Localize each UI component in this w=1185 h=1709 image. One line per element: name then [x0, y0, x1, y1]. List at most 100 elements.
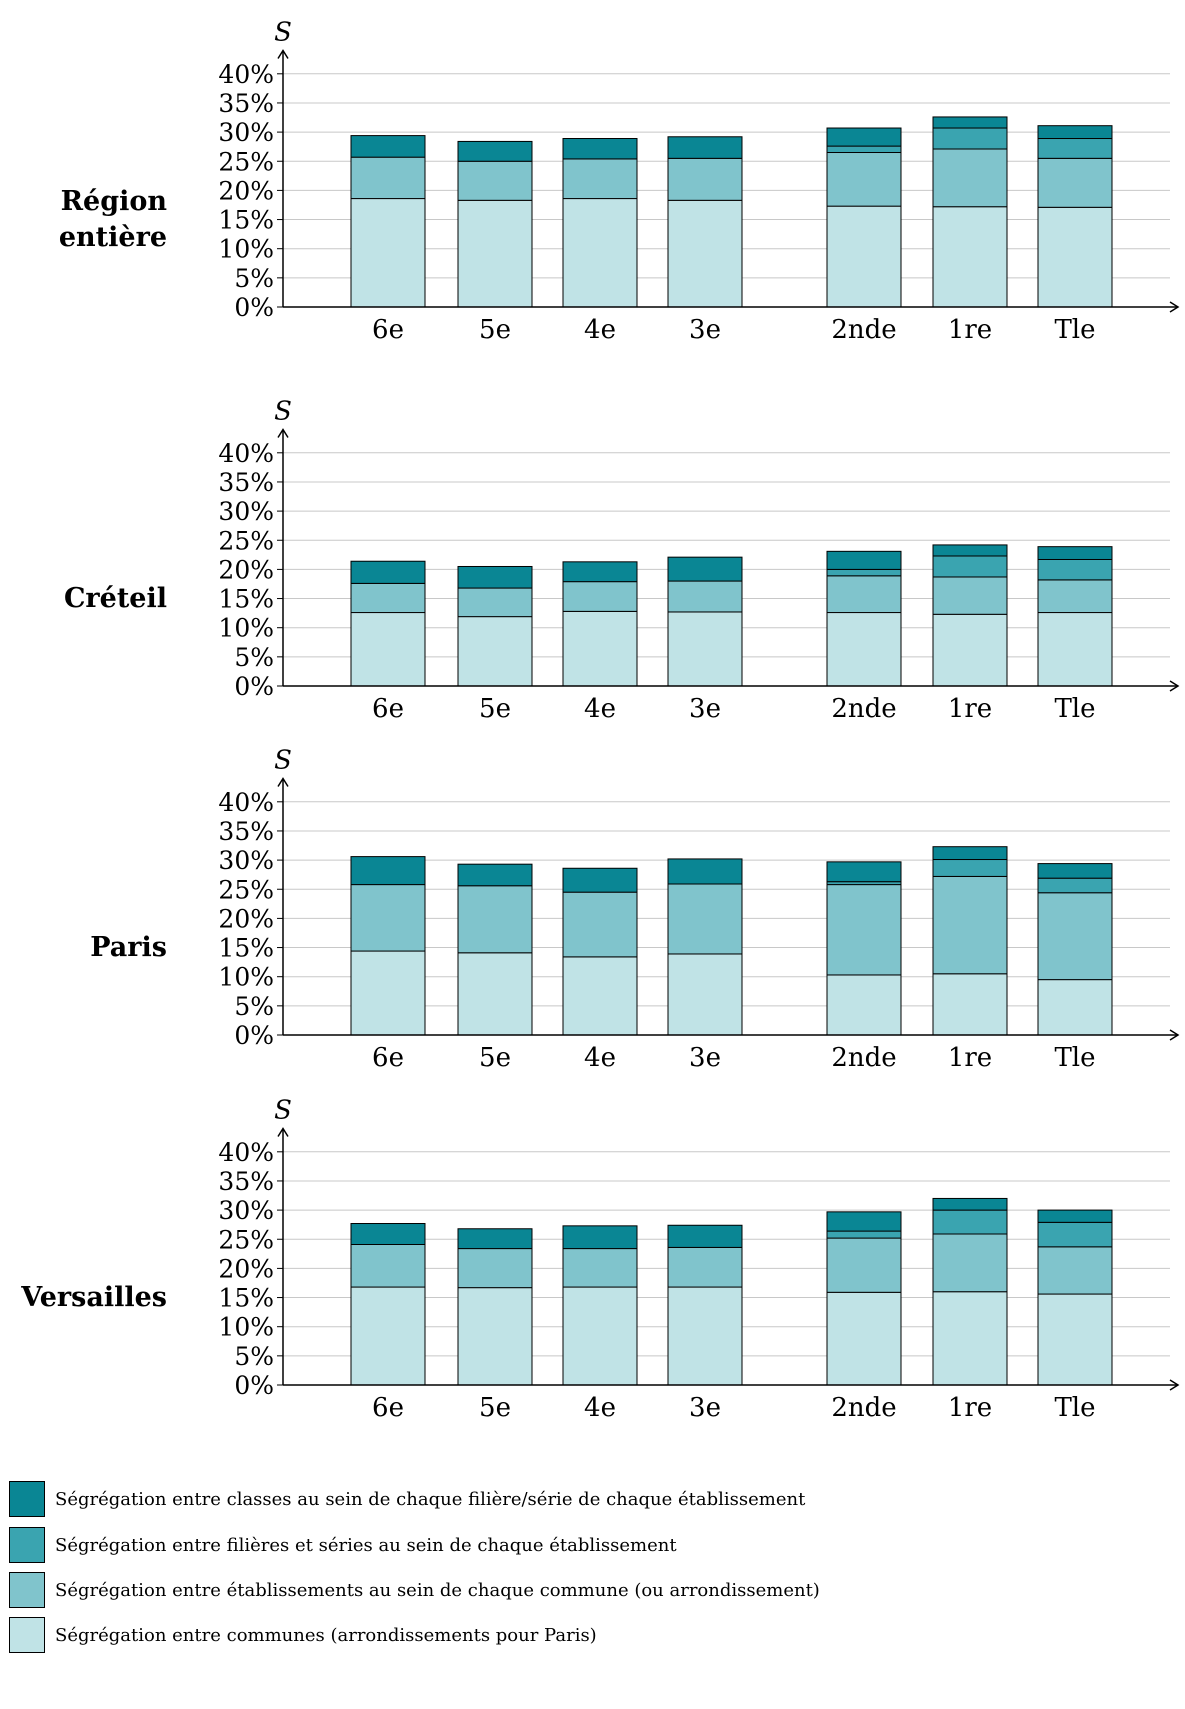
- bar-segment: [1037, 892, 1113, 981]
- x-axis-arrow: [1169, 1379, 1180, 1391]
- bar-segment: [1037, 1221, 1113, 1248]
- y-tick-label: 10%: [218, 1313, 274, 1342]
- bar-segment: [932, 206, 1008, 308]
- bar-segment: [1037, 579, 1113, 614]
- panel-title: Versailles: [21, 1281, 167, 1313]
- x-axis-arrow: [1169, 1029, 1180, 1041]
- x-tick-label: 3e: [689, 1393, 721, 1423]
- y-axis-arrow: [277, 1127, 289, 1137]
- x-tick-label: 5e: [479, 1043, 511, 1073]
- bar-segment: [932, 576, 1008, 615]
- y-tick-label: 0%: [234, 1021, 274, 1050]
- bar-segment: [457, 952, 533, 1036]
- bar-segment: [350, 156, 426, 200]
- legend-swatch: [9, 1617, 45, 1653]
- x-tick-label: 5e: [479, 694, 511, 724]
- bar-segment: [1037, 863, 1113, 879]
- x-tick-label: 4e: [584, 1393, 616, 1423]
- y-tick-label: 0%: [234, 1371, 274, 1400]
- x-tick-label: 1re: [948, 694, 992, 724]
- y-tick-label: 25%: [218, 1225, 274, 1254]
- bar-segment: [1037, 125, 1113, 140]
- bar-segment: [562, 867, 638, 893]
- bar-segment: [457, 199, 533, 308]
- x-tick-label: 2nde: [831, 1043, 896, 1073]
- panel-title: Créteil: [63, 582, 167, 614]
- y-axis-label: S: [274, 17, 292, 47]
- bar-segment: [932, 859, 1008, 877]
- bar-segment: [826, 1237, 902, 1293]
- bar-segment: [826, 1291, 902, 1386]
- y-tick-label: 40%: [218, 439, 274, 468]
- x-tick-label: 4e: [584, 694, 616, 724]
- y-tick-label: 20%: [218, 176, 274, 205]
- bar-segment: [1037, 206, 1113, 308]
- bar-segment: [457, 587, 533, 618]
- y-tick-label: 15%: [218, 206, 274, 235]
- bar-segment: [826, 550, 902, 570]
- bar-segment: [667, 580, 743, 613]
- bar-segment: [457, 885, 533, 954]
- bar-segment: [1037, 877, 1113, 894]
- x-tick-label: 4e: [584, 1043, 616, 1073]
- bar-segment: [826, 575, 902, 614]
- bar-segment: [826, 205, 902, 308]
- bar-segment: [457, 1287, 533, 1386]
- y-tick-label: 35%: [218, 89, 274, 118]
- bar-segment: [562, 1286, 638, 1386]
- y-tick-label: 35%: [218, 817, 274, 846]
- bar-segment: [932, 846, 1008, 861]
- bar-segment: [457, 1228, 533, 1250]
- y-tick-label: 40%: [218, 788, 274, 817]
- bar-segment: [932, 1291, 1008, 1386]
- legend-swatch: [9, 1572, 45, 1608]
- bar-segment: [932, 1233, 1008, 1293]
- y-axis-arrow: [277, 428, 289, 438]
- bar-segment: [826, 568, 902, 577]
- bar-segment: [826, 612, 902, 687]
- y-tick-label: 20%: [218, 555, 274, 584]
- x-tick-label: 2nde: [831, 694, 896, 724]
- y-axis-label: S: [274, 1095, 292, 1125]
- bar-segment: [562, 158, 638, 200]
- x-tick-label: 6e: [372, 315, 404, 345]
- bar-segment: [562, 581, 638, 612]
- x-tick-label: Tle: [1054, 1393, 1095, 1423]
- bar-segment: [562, 891, 638, 958]
- x-tick-label: Tle: [1054, 1043, 1095, 1073]
- bar-segment: [350, 1243, 426, 1288]
- bar-segment: [667, 199, 743, 308]
- y-tick-label: 5%: [234, 264, 274, 293]
- x-axis-arrow: [1169, 680, 1180, 692]
- legend-swatch: [9, 1481, 45, 1517]
- x-tick-label: 2nde: [831, 315, 896, 345]
- y-tick-label: 10%: [218, 963, 274, 992]
- bar-segment: [457, 140, 533, 162]
- x-tick-label: 1re: [948, 1043, 992, 1073]
- bar-segment: [667, 1246, 743, 1288]
- bar-segment: [1037, 558, 1113, 581]
- bar-segment: [826, 974, 902, 1036]
- bar-segment: [562, 956, 638, 1036]
- y-tick-label: 30%: [218, 497, 274, 526]
- legend-item: Ségrégation entre communes (arrondisseme…: [9, 1616, 597, 1654]
- legend-swatch: [9, 1527, 45, 1563]
- x-tick-label: 3e: [689, 1043, 721, 1073]
- x-tick-label: Tle: [1054, 694, 1095, 724]
- bar-segment: [826, 1211, 902, 1232]
- bar-segment: [457, 863, 533, 887]
- y-tick-label: 0%: [234, 672, 274, 701]
- y-axis-label: S: [274, 745, 292, 775]
- bar-segment: [457, 1248, 533, 1289]
- bar-segment: [350, 1286, 426, 1386]
- x-tick-label: 5e: [479, 315, 511, 345]
- bar-segment: [1037, 1209, 1113, 1223]
- y-tick-label: 0%: [234, 293, 274, 322]
- bar-segment: [667, 611, 743, 687]
- bar-segment: [826, 1230, 902, 1239]
- bar-segment: [932, 973, 1008, 1036]
- bar-segment: [562, 610, 638, 687]
- bar-segment: [350, 1223, 426, 1245]
- bar-segment: [826, 145, 902, 154]
